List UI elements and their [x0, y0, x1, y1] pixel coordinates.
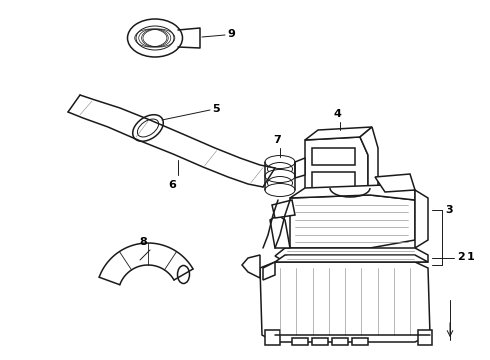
Ellipse shape — [265, 156, 295, 168]
Text: 2: 2 — [457, 252, 465, 262]
Text: 6: 6 — [168, 180, 176, 190]
Polygon shape — [270, 215, 290, 248]
Polygon shape — [312, 172, 355, 192]
Polygon shape — [263, 262, 275, 280]
Polygon shape — [332, 338, 348, 345]
Ellipse shape — [127, 19, 182, 57]
Ellipse shape — [136, 26, 174, 50]
Text: 7: 7 — [273, 135, 281, 145]
Text: 9: 9 — [227, 29, 235, 39]
Polygon shape — [295, 158, 305, 178]
Text: 8: 8 — [139, 237, 147, 247]
Polygon shape — [312, 338, 328, 345]
Polygon shape — [312, 148, 355, 165]
Polygon shape — [275, 255, 428, 262]
Text: 4: 4 — [333, 109, 341, 119]
Text: 5: 5 — [212, 104, 220, 114]
Polygon shape — [242, 255, 260, 278]
Ellipse shape — [265, 184, 295, 197]
Polygon shape — [360, 127, 378, 195]
Polygon shape — [305, 137, 368, 200]
Ellipse shape — [177, 266, 190, 284]
Polygon shape — [305, 127, 372, 140]
Text: 3: 3 — [445, 205, 453, 215]
Polygon shape — [325, 200, 345, 210]
Ellipse shape — [265, 170, 295, 183]
Polygon shape — [415, 190, 428, 248]
Text: 1: 1 — [467, 252, 475, 262]
Polygon shape — [290, 185, 415, 200]
Polygon shape — [292, 338, 308, 345]
Polygon shape — [375, 174, 415, 192]
Polygon shape — [275, 248, 428, 262]
Polygon shape — [418, 330, 432, 345]
Polygon shape — [352, 338, 368, 345]
Polygon shape — [260, 262, 430, 342]
Polygon shape — [265, 330, 280, 345]
Ellipse shape — [133, 115, 163, 141]
Polygon shape — [290, 195, 415, 248]
Polygon shape — [272, 200, 295, 218]
